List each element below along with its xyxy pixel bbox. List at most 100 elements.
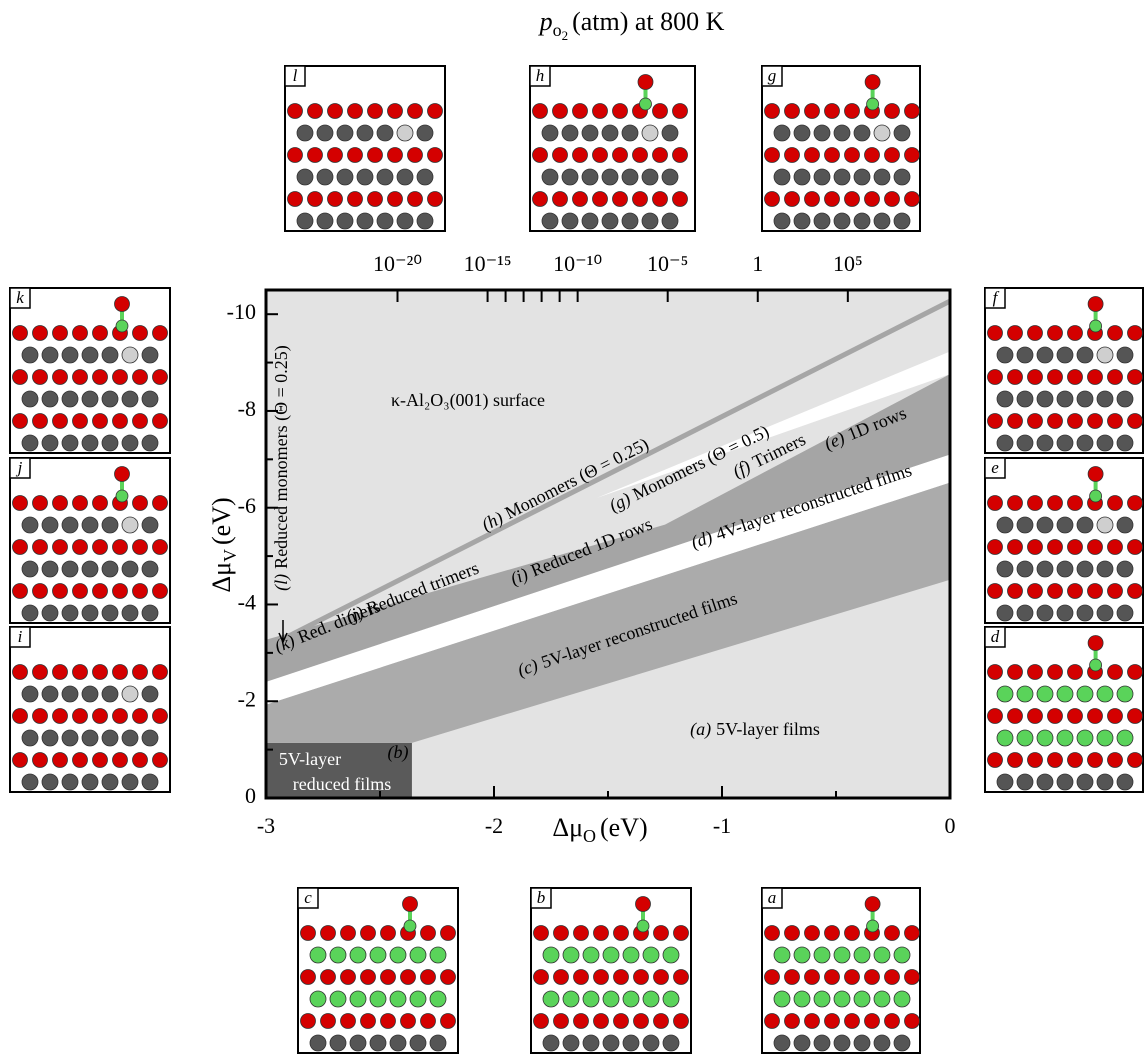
atom [370, 1035, 386, 1051]
atom [885, 1014, 900, 1029]
atom [133, 414, 148, 429]
atom [1128, 414, 1143, 429]
atom [885, 970, 900, 985]
atom [623, 947, 639, 963]
atom [874, 1035, 890, 1051]
atom [894, 213, 910, 229]
atom [643, 947, 659, 963]
atom [533, 148, 548, 163]
y-tick-label: -6 [238, 493, 256, 518]
atom [885, 192, 900, 207]
atom [1037, 605, 1053, 621]
atom [348, 192, 363, 207]
atom [441, 1014, 456, 1029]
atom [142, 347, 158, 363]
atom [1057, 517, 1073, 533]
atom [834, 169, 850, 185]
atom [563, 1035, 579, 1051]
atom [53, 665, 68, 680]
atom [301, 970, 316, 985]
atom [534, 926, 549, 941]
atom [997, 561, 1013, 577]
atom [582, 213, 598, 229]
atom [404, 920, 416, 932]
atom [765, 148, 780, 163]
atom [417, 169, 433, 185]
atom [874, 125, 890, 141]
atom [894, 947, 910, 963]
atom [1097, 517, 1113, 533]
atom [33, 753, 48, 768]
atom [814, 991, 830, 1007]
atom [42, 774, 58, 790]
atom [53, 584, 68, 599]
atom [1057, 686, 1073, 702]
atom [874, 169, 890, 185]
atom [1037, 686, 1053, 702]
atom [1108, 584, 1123, 599]
structure-inset: b [531, 888, 691, 1053]
atom [774, 169, 790, 185]
atom [93, 584, 108, 599]
atom [1008, 496, 1023, 511]
atom [361, 970, 376, 985]
atom [370, 991, 386, 1007]
atom [317, 169, 333, 185]
region-label: (b) [388, 742, 409, 763]
atom [845, 926, 860, 941]
atom [133, 540, 148, 555]
atom [42, 347, 58, 363]
atom [93, 709, 108, 724]
atom [905, 104, 920, 119]
atom [574, 970, 589, 985]
y-axis-title-rest: (eV) [207, 497, 236, 545]
atom [865, 897, 880, 912]
atom [82, 435, 98, 451]
atom [301, 1014, 316, 1029]
atom [988, 584, 1003, 599]
atom [53, 370, 68, 385]
atom [1028, 584, 1043, 599]
atom [653, 104, 668, 119]
atom [122, 774, 138, 790]
atom [785, 970, 800, 985]
atom [93, 665, 108, 680]
region-label: 5V-layer [279, 749, 341, 769]
atom [834, 947, 850, 963]
region-text: 5V-layer films [716, 719, 820, 739]
atom [417, 213, 433, 229]
atom [654, 1014, 669, 1029]
atom [82, 686, 98, 702]
atom [845, 104, 860, 119]
atom [403, 897, 418, 912]
atom [765, 192, 780, 207]
atom [562, 213, 578, 229]
atom [1128, 665, 1143, 680]
atom [13, 540, 28, 555]
atom [1037, 347, 1053, 363]
region-label: reduced films [293, 774, 391, 794]
y-axis-title-main: Δμ [207, 562, 236, 593]
atom [997, 686, 1013, 702]
atom [602, 213, 618, 229]
structure-inset: i [10, 627, 170, 792]
atom [102, 730, 118, 746]
atom [22, 774, 38, 790]
atom [1017, 347, 1033, 363]
atom [1048, 540, 1063, 555]
y-tick-label: -10 [227, 299, 256, 324]
x-tick-label: -2 [485, 813, 503, 838]
atom [133, 326, 148, 341]
atom [122, 605, 138, 621]
x-axis-title-main: Δμ [552, 813, 583, 842]
atom [905, 192, 920, 207]
x-tick-label: -3 [257, 813, 275, 838]
atom [1028, 496, 1043, 511]
atom [341, 1014, 356, 1029]
atom [1017, 391, 1033, 407]
atom [905, 1014, 920, 1029]
atom [73, 753, 88, 768]
atom [93, 496, 108, 511]
atom [153, 584, 168, 599]
atom [142, 561, 158, 577]
